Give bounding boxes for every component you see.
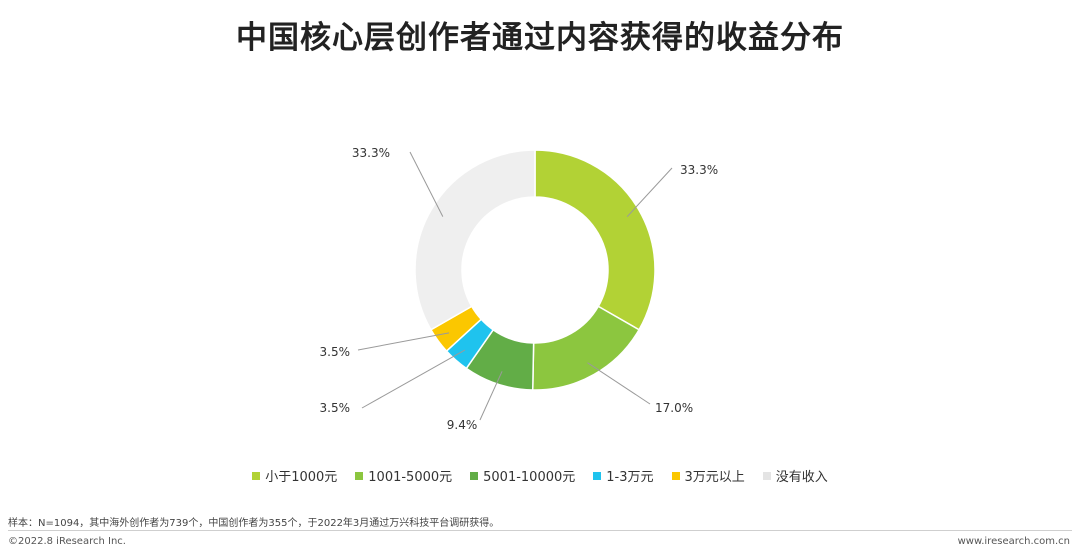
website-url: www.iresearch.com.cn: [957, 536, 1070, 547]
legend-label: 没有收入: [775, 470, 828, 485]
data-label-4: 3.5%: [320, 401, 351, 415]
leader-line-3: [479, 371, 503, 421]
leader-line-1: [626, 167, 673, 217]
legend-label: 3万元以上: [684, 470, 745, 485]
leader-line-2: [587, 362, 651, 405]
footer-divider: [8, 530, 1072, 531]
legend-swatch: [470, 471, 479, 480]
copyright-text: ©2022.8 iResearch Inc.: [8, 536, 126, 547]
data-label-3: 9.4%: [447, 418, 478, 432]
donut-slice-6: [414, 149, 536, 331]
data-label-5: 3.5%: [320, 345, 351, 359]
legend-item-3: 5001-10000元: [470, 466, 575, 485]
legend-item-5: 3万元以上: [671, 466, 745, 485]
donut-chart: 33.3% 17.0% 9.4% 3.5% 3.5% 33.3%: [320, 146, 719, 432]
leader-line-5: [357, 332, 450, 351]
leader-line-6: [409, 151, 444, 217]
legend-item-1: 小于1000元: [252, 466, 337, 485]
legend-swatch: [593, 471, 602, 480]
legend-label: 5001-10000元: [483, 470, 576, 485]
legend-item-6: 没有收入: [762, 466, 828, 485]
leader-line-4: [361, 349, 466, 409]
legend-item-4: 1-3万元: [593, 466, 654, 485]
donut-slice-1: [534, 149, 656, 331]
data-label-1: 33.3%: [680, 163, 718, 177]
legend-swatch: [671, 471, 680, 480]
data-label-2: 17.0%: [655, 401, 693, 415]
sample-note: 样本：N=1094，其中海外创作者为739个，中国创作者为355个，于2022年…: [8, 518, 500, 529]
legend-item-2: 1001-5000元: [355, 466, 452, 485]
chart-title: 中国核心层创作者通过内容获得的收益分布: [236, 20, 844, 56]
legend-label: 小于1000元: [265, 470, 338, 485]
legend-swatch: [762, 471, 771, 480]
legend-label: 1-3万元: [606, 470, 654, 485]
legend-swatch: [252, 471, 261, 480]
data-label-6: 33.3%: [352, 146, 390, 160]
legend-swatch: [355, 471, 364, 480]
legend-label: 1001-5000元: [368, 470, 453, 485]
chart-legend: 小于1000元 1001-5000元 5001-10000元 1-3万元 3万元以上 没有…: [0, 466, 1080, 485]
